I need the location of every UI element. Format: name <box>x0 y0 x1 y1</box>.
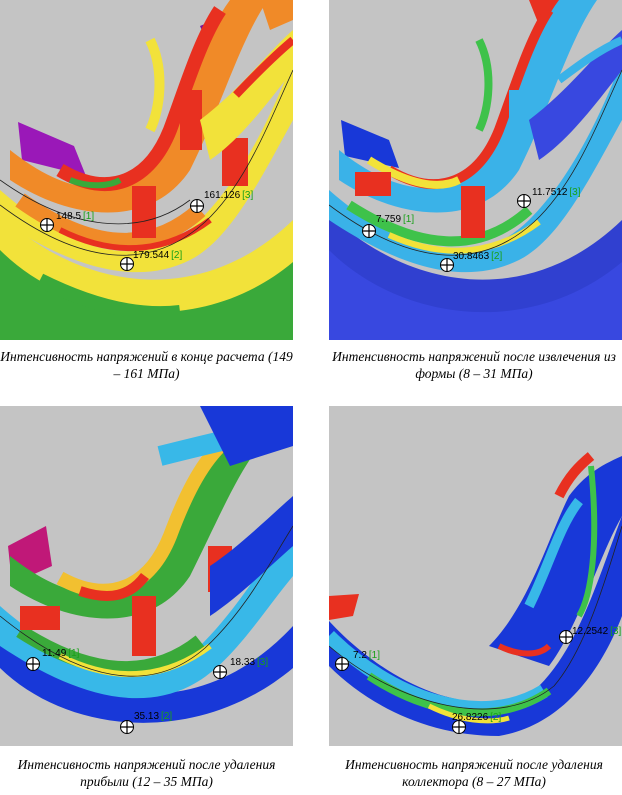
casting-model-render-4: 7.2 [1] 26.8226 [2] 12.2542 [3] <box>329 452 622 746</box>
casting-model-render-2: 7.759 [1] 30.8463 [2] 11.7512 [3] <box>329 0 622 340</box>
figure-caption-3: Интенсивность напряжений после удаления … <box>17 757 276 789</box>
probe-marker-2 <box>452 720 466 734</box>
probe-label-3: 18.33 [3] <box>230 657 268 668</box>
probe-marker-1 <box>40 218 54 232</box>
probe-label-2: 35.13 [2] <box>134 711 172 722</box>
figure-caption-1: Интенсивность напряжений в конце расчета… <box>0 349 293 381</box>
stress-plot-after-collector-removal: 7.2 [1] 26.8226 [2] 12.2542 [3] <box>329 406 622 746</box>
probe-marker-3 <box>517 194 531 208</box>
probe-marker-2 <box>120 720 134 734</box>
probe-marker-1 <box>26 657 40 671</box>
probe-marker-3 <box>190 199 204 213</box>
figure-caption-2: Интенсивность напряжений после извлечени… <box>332 349 616 381</box>
probe-label-1: 148.5 [1] <box>56 211 94 222</box>
probe-marker-2 <box>120 257 134 271</box>
probe-label-1: 7.2 [1] <box>353 650 380 661</box>
probe-marker-1 <box>362 224 376 238</box>
stress-plot-after-mold-removal: 7.759 [1] 30.8463 [2] 11.7512 [3] <box>329 0 622 340</box>
casting-model-render-3: 11.49 [1] 35.13 [2] 18.33 [3] <box>0 406 293 746</box>
probe-label-2: 30.8463 [2] <box>453 251 502 262</box>
probe-label-3: 12.2542 [3] <box>572 626 621 637</box>
probe-marker-3 <box>559 630 573 644</box>
probe-marker-2 <box>440 258 454 272</box>
casting-model-render-1: 148.5 [1] 179.544 [2] 161.126 [3] <box>0 0 293 340</box>
probe-label-2: 26.8226 [2] <box>452 712 501 723</box>
stress-plot-after-riser-removal: 11.49 [1] 35.13 [2] 18.33 [3] <box>0 406 293 746</box>
figure-caption-4: Интенсивность напряжений после удаления … <box>345 757 603 789</box>
probe-label-2: 179.544 [2] <box>133 250 182 261</box>
probe-marker-1 <box>335 657 349 671</box>
probe-label-3: 161.126 [3] <box>204 190 253 201</box>
probe-label-1: 11.49 [1] <box>42 648 80 659</box>
probe-label-3: 11.7512 [3] <box>532 187 581 198</box>
probe-marker-3 <box>213 665 227 679</box>
probe-label-1: 7.759 [1] <box>376 214 414 225</box>
stress-plot-end-of-calculation: 148.5 [1] 179.544 [2] 161.126 [3] <box>0 0 293 340</box>
